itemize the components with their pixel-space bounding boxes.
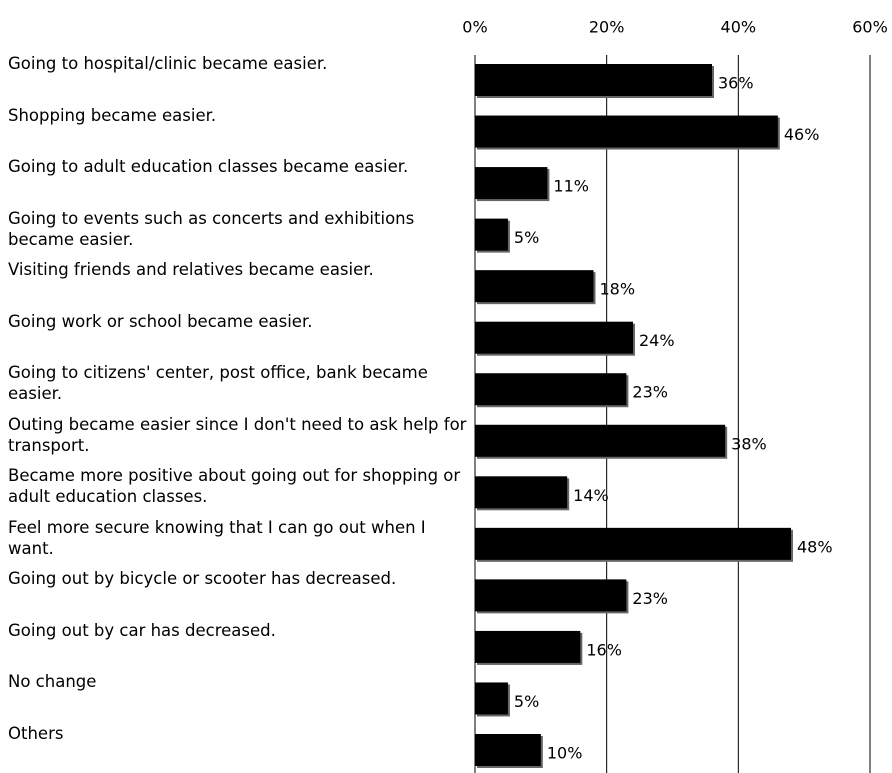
bar: [475, 630, 581, 663]
data-label: 24%: [639, 331, 675, 350]
data-label: 46%: [784, 125, 820, 144]
category-label: Others: [8, 724, 64, 743]
bar: [475, 734, 541, 766]
data-label: 23%: [632, 589, 668, 608]
category-label: Shopping became easier.: [8, 105, 217, 125]
data-label: 10%: [547, 744, 583, 763]
data-label: 5%: [514, 228, 539, 247]
x-tick-label: 0%: [462, 18, 487, 37]
bar: [475, 373, 627, 406]
bar: [475, 682, 508, 715]
category-label: Going to adult education classes became …: [8, 157, 409, 177]
category-label: Going out by bicycle or scooter has decr…: [8, 569, 397, 589]
bar: [475, 115, 778, 148]
data-label: 16%: [586, 640, 622, 659]
data-label: 48%: [797, 537, 833, 556]
data-label: 36%: [718, 74, 754, 93]
category-label: Outing became easier since I don't need …: [8, 414, 467, 455]
data-label: 38%: [731, 434, 767, 453]
x-tick-label: 40%: [721, 18, 757, 37]
bar: [475, 424, 726, 457]
bar: [475, 579, 627, 612]
bar: [475, 64, 712, 96]
category-label: Feel more secure knowing that I can go o…: [8, 517, 426, 558]
bar: [475, 476, 568, 509]
x-tick-label: 20%: [589, 18, 625, 37]
bar: [475, 527, 791, 560]
bar: [475, 321, 633, 354]
bar: [475, 218, 508, 251]
bar: [475, 167, 548, 200]
x-tick-label: 60%: [852, 18, 888, 37]
data-label: 18%: [600, 280, 636, 299]
category-label: Became more positive about going out for…: [8, 466, 461, 507]
category-label: No change: [8, 672, 97, 692]
category-label: Going work or school became easier.: [8, 311, 313, 331]
data-label: 5%: [514, 692, 539, 711]
data-label: 14%: [573, 486, 609, 505]
category-label: Going out by car has decreased.: [8, 620, 276, 640]
category-label: Going to hospital/clinic became easier.: [8, 54, 328, 73]
category-label: Going to citizens' center, post office, …: [8, 363, 428, 404]
data-label: 11%: [553, 177, 589, 196]
bar: [475, 270, 594, 303]
data-label: 23%: [632, 383, 668, 402]
category-label: Visiting friends and relatives became ea…: [8, 260, 374, 280]
category-label: Going to events such as concerts and exh…: [8, 208, 415, 249]
